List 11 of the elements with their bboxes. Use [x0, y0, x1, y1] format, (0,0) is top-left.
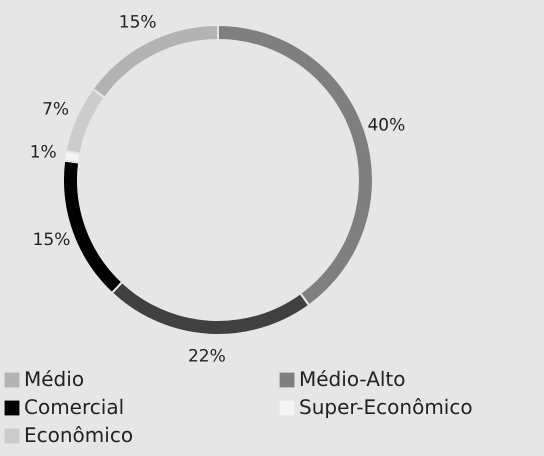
data-label: 1% — [30, 142, 57, 162]
data-label: 40% — [367, 115, 406, 136]
legend-label: Super-Econômico — [299, 395, 473, 419]
data-label: 15% — [32, 230, 70, 250]
legend-label: Médio-Alto — [299, 367, 406, 391]
data-label: 7% — [42, 100, 70, 120]
legend-label: Comercial — [24, 395, 124, 419]
legend-label: Econômico — [24, 423, 134, 447]
legend-label: Médio — [24, 367, 84, 391]
data-label: 15% — [118, 12, 157, 32]
data-label: 22% — [188, 346, 226, 367]
